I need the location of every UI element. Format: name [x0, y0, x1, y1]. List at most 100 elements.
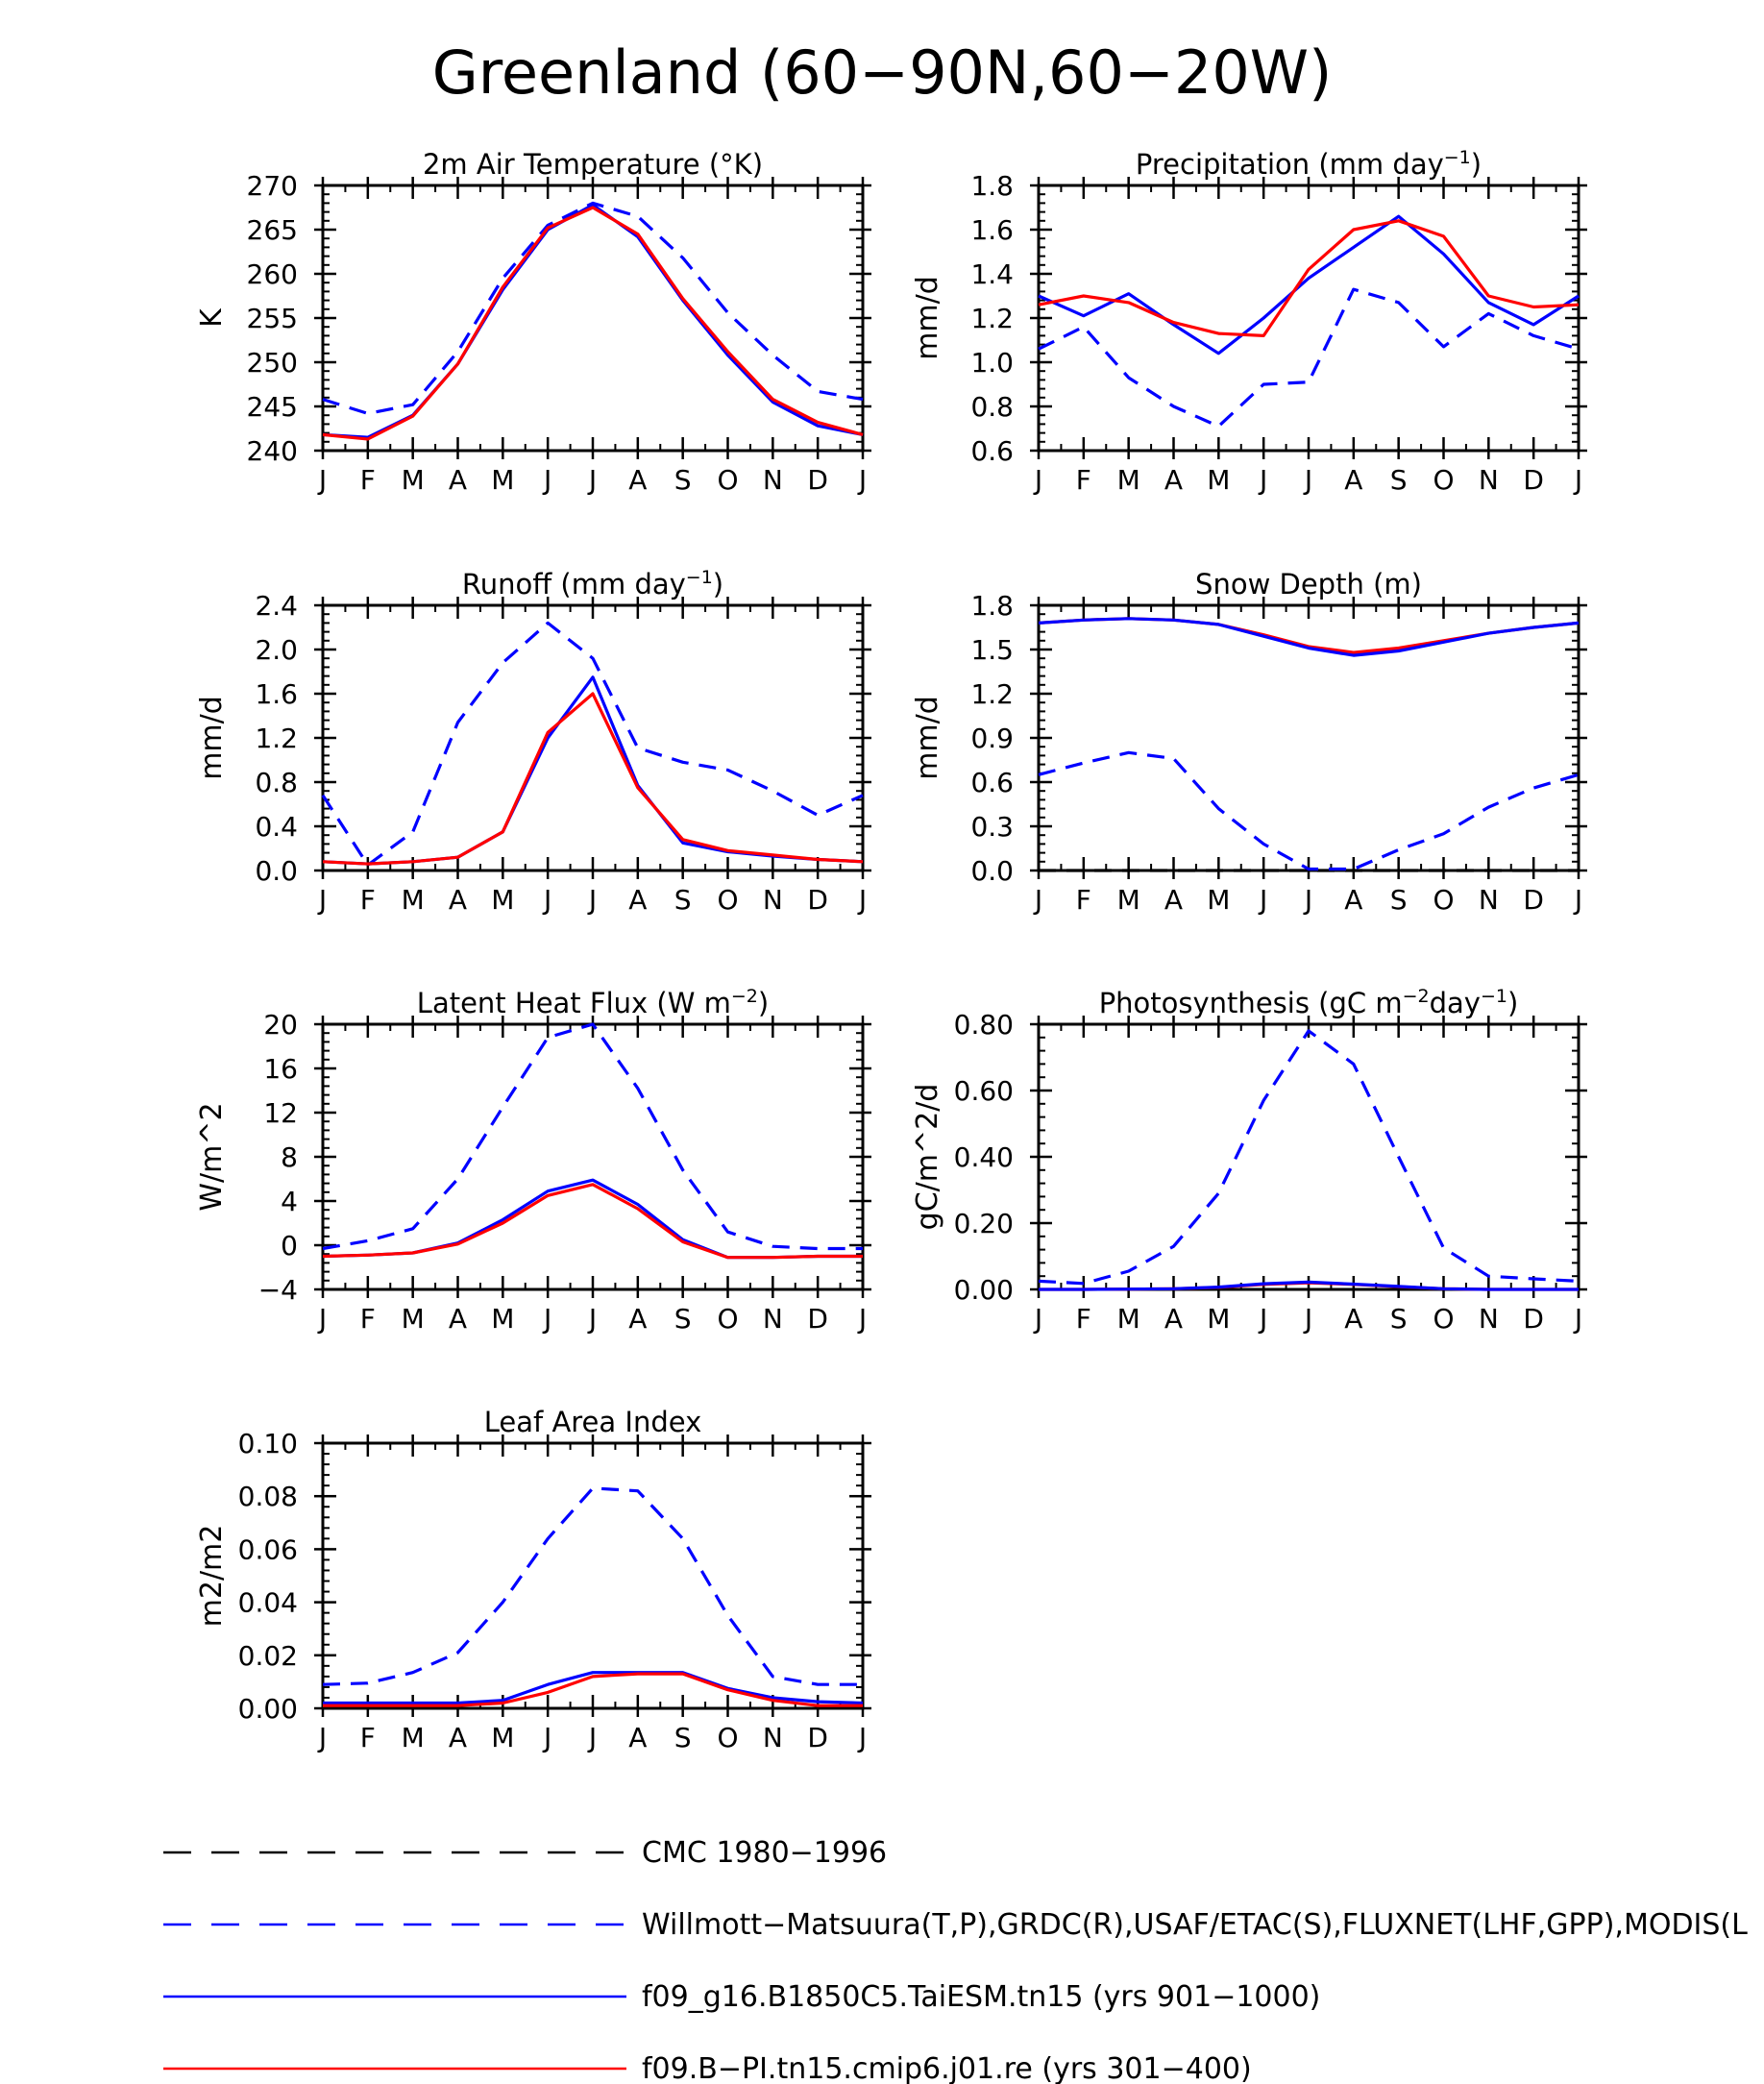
x-tick-label: F [1076, 884, 1091, 916]
chart-title: Latent Heat Flux (W m−2) [417, 986, 769, 1019]
x-tick-label: J [857, 1303, 867, 1335]
y-tick-label: 0.80 [954, 1009, 1014, 1041]
y-tick-label: 0.08 [238, 1481, 298, 1512]
legend-label-3: f09.B−PI.tn15.cmip6.j01.re (yrs 301−400) [642, 2052, 1252, 2084]
y-tick-label: 255 [247, 303, 298, 334]
x-tick-label: F [1076, 464, 1091, 496]
x-tick-label: J [1573, 1303, 1582, 1335]
x-tick-label: A [449, 1303, 467, 1335]
y-tick-label: 4 [281, 1186, 298, 1217]
y-tick-label: 0.9 [970, 723, 1014, 754]
series-line-2 [322, 692, 864, 866]
y-tick-label: 0.6 [970, 767, 1014, 798]
x-tick-label: S [1390, 1303, 1408, 1335]
x-tick-label: N [1479, 884, 1499, 916]
x-tick-label: D [807, 1303, 828, 1335]
y-tick-label: 20 [263, 1009, 298, 1041]
x-tick-label: F [360, 1722, 376, 1753]
series-line-2 [1038, 219, 1580, 337]
x-tick-label: J [1303, 464, 1312, 496]
y-tick-label: 1.2 [255, 723, 298, 754]
x-tick-label: N [763, 1722, 783, 1753]
y-tick-label: 0 [281, 1230, 298, 1262]
x-tick-label: M [491, 1303, 514, 1335]
x-tick-label: J [542, 464, 551, 496]
y-axis-label: mm/d [911, 696, 944, 780]
y-tick-label: 1.2 [970, 303, 1014, 334]
series-line-0 [322, 1022, 863, 1251]
y-axis-label: W/m^2 [195, 1102, 229, 1211]
x-tick-label: O [717, 1722, 738, 1753]
y-tick-label: 0.02 [238, 1640, 298, 1672]
x-tick-label: N [763, 1303, 783, 1335]
legend-label-2: f09_g16.B1850C5.TaiESM.tn15 (yrs 901−100… [642, 1980, 1320, 2014]
x-tick-label: M [402, 464, 425, 496]
x-tick-label: J [542, 1722, 551, 1753]
plot-frame [321, 603, 865, 872]
x-tick-label: A [1164, 1303, 1183, 1335]
x-tick-label: S [674, 464, 692, 496]
chart-title: Runoff (mm day−1) [462, 567, 723, 601]
x-tick-label: J [317, 464, 327, 496]
y-tick-label: 1.6 [970, 214, 1014, 246]
x-tick-label: S [1390, 464, 1408, 496]
x-tick-label: J [587, 884, 597, 916]
chart-panel-5: Photosynthesis (gC m−2day−1)gC/m^2/dJ F M A… [911, 986, 1587, 1335]
y-tick-label: 265 [247, 214, 298, 246]
x-tick-label: M [1117, 884, 1140, 916]
y-axis-label: mm/d [195, 696, 229, 780]
series-line-2 [322, 206, 864, 441]
x-tick-label: J [857, 464, 867, 496]
y-tick-label: 0.8 [970, 391, 1014, 423]
x-tick-label: J [587, 464, 597, 496]
x-tick-label: M [491, 1722, 514, 1753]
y-tick-label: 270 [247, 170, 298, 202]
x-tick-label: D [1523, 884, 1544, 916]
series-line-2 [1039, 1280, 1579, 1291]
y-tick-label: 1.6 [255, 678, 298, 710]
y-tick-label: 0.04 [238, 1587, 298, 1619]
series-line-0 [1038, 287, 1580, 429]
series-line-0 [1038, 1029, 1580, 1286]
x-tick-label: A [1344, 1303, 1362, 1335]
y-axis-label: m2/m2 [195, 1525, 229, 1628]
x-tick-label: M [402, 884, 425, 916]
x-tick-label: O [717, 464, 738, 496]
legend-label-0: CMC 1980−1996 [642, 1836, 887, 1870]
y-tick-label: 1.0 [970, 347, 1014, 379]
x-tick-label: N [1479, 1303, 1499, 1335]
x-tick-label: J [542, 884, 551, 916]
series-line-2 [323, 1672, 863, 1707]
x-tick-label: O [717, 1303, 738, 1335]
y-tick-label: 0.3 [970, 811, 1014, 843]
x-tick-label: O [717, 884, 738, 916]
chart-title: 2m Air Temperature (°K) [423, 148, 763, 181]
x-tick-label: A [449, 1722, 467, 1753]
x-tick-label: J [1573, 884, 1582, 916]
x-tick-label: J [587, 1722, 597, 1753]
panels: 2m Air Temperature (°K)KJ F M A M J J A S O N D J240… [195, 147, 1587, 1753]
x-tick-label: S [674, 1303, 692, 1335]
y-tick-label: 0.10 [238, 1428, 298, 1459]
y-tick-label: 0.00 [238, 1693, 298, 1725]
x-tick-label: A [1344, 464, 1362, 496]
x-tick-label: D [807, 464, 828, 496]
y-tick-label: 2.4 [255, 590, 298, 622]
plot-frame [321, 184, 865, 453]
x-tick-label: J [1573, 464, 1582, 496]
x-tick-label: O [1433, 464, 1454, 496]
series-line-2 [322, 1183, 863, 1260]
x-tick-label: M [402, 1722, 425, 1753]
x-tick-label: S [674, 884, 692, 916]
x-tick-label: A [1164, 464, 1183, 496]
x-tick-label: J [317, 1303, 327, 1335]
y-tick-label: 1.2 [970, 678, 1014, 710]
x-tick-label: M [1117, 1303, 1140, 1335]
x-tick-label: A [1164, 884, 1183, 916]
y-tick-label: −4 [258, 1274, 298, 1306]
series-line-0 [322, 1486, 863, 1686]
x-tick-label: J [1258, 884, 1267, 916]
y-tick-label: 1.4 [970, 258, 1014, 290]
